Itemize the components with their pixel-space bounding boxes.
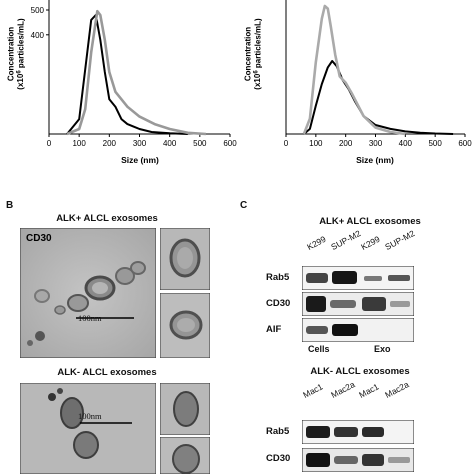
panel-c-alk-neg-title: ALK- ALCL exosomes bbox=[310, 366, 410, 377]
y-tick-label: 400 bbox=[31, 31, 45, 40]
panel-c-alk-pos-title: ALK+ ALCL exosomes bbox=[319, 216, 421, 227]
lane-label: Mac1 bbox=[301, 381, 325, 400]
em-inset-alk-neg-1 bbox=[160, 383, 210, 435]
x-tick-label: 600 bbox=[458, 139, 472, 148]
x-tick-label: 600 bbox=[223, 139, 237, 148]
series-line-1 bbox=[303, 60, 454, 135]
x-tick-label: 200 bbox=[103, 139, 117, 148]
blot-row-label: AIF bbox=[266, 324, 282, 335]
panel-b-alk-neg-title: ALK- ALCL exosomes bbox=[57, 367, 157, 378]
blot-row-label: CD30 bbox=[266, 453, 291, 464]
blot-row-label: CD30 bbox=[266, 298, 291, 309]
scale-bar-label-top: 100nm bbox=[78, 313, 102, 323]
em-image-alk-pos-main bbox=[20, 228, 156, 358]
group-label-cells: Cells bbox=[308, 344, 330, 354]
x-tick-label: 100 bbox=[309, 139, 323, 148]
x-tick-label: 500 bbox=[428, 139, 442, 148]
em-image-alk-neg-main bbox=[20, 383, 156, 474]
group-label-exo: Exo bbox=[374, 344, 391, 354]
em-inset-alk-neg-2 bbox=[160, 437, 210, 474]
lane-label: K299 bbox=[305, 233, 328, 252]
y-tick-label: 500 bbox=[31, 6, 45, 15]
x-tick-label: 300 bbox=[133, 139, 147, 148]
chart1-axes bbox=[48, 0, 230, 135]
blot-row-label: Rab5 bbox=[266, 426, 290, 437]
x-tick-label: 400 bbox=[399, 139, 413, 148]
cd30-label: CD30 bbox=[26, 233, 52, 244]
lane-labels-bottom: Mac1 Mac2a Mac1 Mac2a bbox=[300, 379, 420, 410]
x-tick-label: 300 bbox=[369, 139, 383, 148]
panel-b-alk-pos-title: ALK+ ALCL exosomes bbox=[56, 213, 158, 224]
x-tick-label: 0 bbox=[47, 139, 52, 148]
chart2-y-axis-label: Concentration(x106 particles/mL) bbox=[244, 18, 263, 90]
size-distribution-chart-2: 0 100 200 300 400 500 600 Concentration(x106 p… bbox=[244, 0, 472, 165]
series-line-2 bbox=[66, 9, 206, 136]
em-inset-alk-pos-1 bbox=[160, 228, 210, 290]
blot-rab5-bottom bbox=[302, 420, 414, 444]
chart2-x-axis-label: Size (nm) bbox=[356, 155, 394, 165]
lane-label: SUP-M2 bbox=[329, 228, 363, 252]
blot-row-label: Rab5 bbox=[266, 272, 290, 283]
chart1-x-axis-label: Size (nm) bbox=[121, 155, 159, 165]
lane-label: SUP-M2 bbox=[383, 228, 417, 252]
series-line-1 bbox=[66, 14, 188, 135]
blot-aif-top bbox=[302, 318, 414, 342]
scale-bar-label-bottom: 100nm bbox=[78, 411, 102, 421]
x-tick-label: 500 bbox=[193, 139, 207, 148]
x-tick-label: 400 bbox=[163, 139, 177, 148]
x-tick-label: 100 bbox=[72, 139, 86, 148]
x-tick-label: 0 bbox=[284, 139, 289, 148]
lane-label: Mac2a bbox=[329, 379, 357, 400]
panel-b-letter: B bbox=[6, 200, 14, 211]
lane-label: Mac2a bbox=[383, 379, 411, 400]
series-line-2 bbox=[302, 4, 406, 136]
blot-cd30-top bbox=[302, 292, 414, 316]
chart1-y-axis-label: Concentration(x106 particles/mL) bbox=[7, 18, 26, 90]
x-tick-label: 200 bbox=[339, 139, 353, 148]
blot-rab5-top bbox=[302, 266, 414, 290]
blot-cd30-bottom bbox=[302, 448, 414, 472]
em-inset-alk-pos-2 bbox=[160, 293, 210, 358]
lane-label: Mac1 bbox=[357, 381, 381, 400]
lane-labels-top: K299 SUP-M2 K299 SUP-M2 bbox=[300, 228, 420, 260]
panel-c-letter: C bbox=[240, 200, 248, 211]
size-distribution-chart-1: 0 100 200 300 400 500 600 400 500 Concentration… bbox=[7, 0, 237, 165]
